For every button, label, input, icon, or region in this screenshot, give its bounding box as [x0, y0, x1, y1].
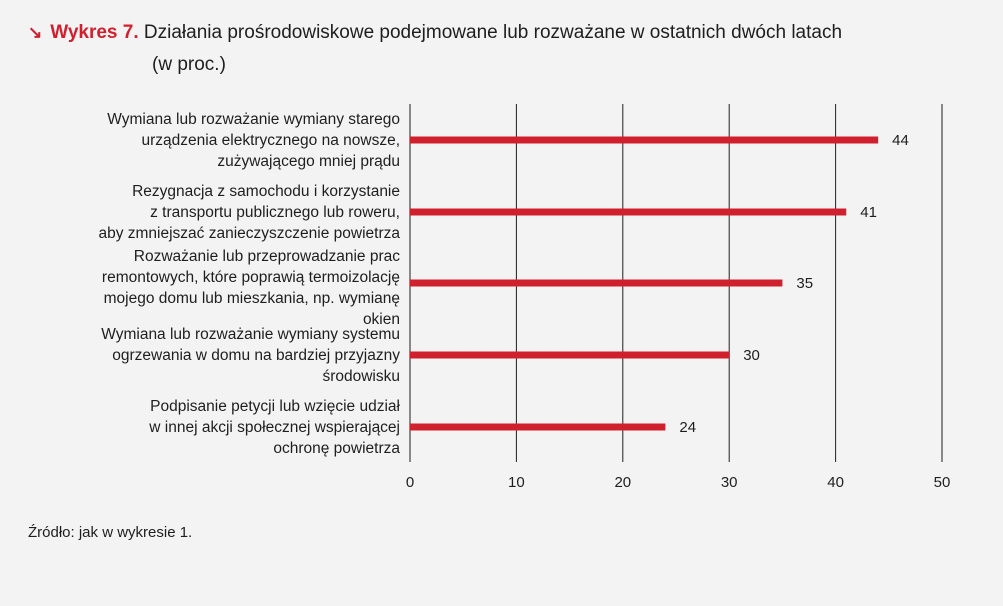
bar: [410, 279, 783, 287]
category-label: aby zmniejszać zanieczyszczenie powietrz…: [98, 225, 400, 242]
category-label: mojego domu lub mieszkania, np. wymianę: [104, 290, 400, 307]
x-tick-label: 40: [827, 474, 844, 491]
chart-title: ↘ Wykres 7. Działania prośrodowiskowe pod…: [28, 20, 988, 78]
category-label: Wymiana lub rozważanie wymiany starego: [107, 111, 400, 128]
category-label: Rezygnacja z samochodu i korzystanie: [132, 183, 400, 200]
chart-title-text: Działania prośrodowiskowe podejmowane lu…: [143, 22, 843, 43]
category-label: w innej akcji społecznej wspierającej: [148, 419, 400, 436]
bar: [410, 351, 730, 359]
category-label: urządzenia elektrycznego na nowsze,: [142, 132, 400, 149]
category-label: środowisku: [322, 368, 400, 385]
category-label: Wymiana lub rozważanie wymiany systemu: [101, 326, 400, 343]
x-tick-label: 50: [934, 474, 951, 491]
bar: [410, 423, 666, 431]
bar: [410, 136, 879, 144]
category-label: okien: [363, 311, 400, 328]
chart-number: Wykres 7.: [50, 22, 139, 43]
data-label: 24: [679, 419, 696, 436]
x-tick-label: 10: [508, 474, 525, 491]
data-label: 44: [892, 132, 909, 149]
source-note: Źródło: jak w wykresie 1.: [28, 524, 193, 541]
arrow-down-right-icon: ↘: [28, 23, 43, 42]
bar: [410, 208, 847, 216]
category-label: Podpisanie petycji lub wzięcie udział: [150, 398, 400, 415]
data-label: 30: [743, 347, 760, 364]
x-tick-label: 0: [406, 474, 414, 491]
category-label: ogrzewania w domu na bardziej przyjazny: [112, 347, 400, 364]
x-tick-label: 30: [721, 474, 738, 491]
chart-title-unit: (w proc.): [152, 54, 226, 75]
category-label: zużywającego mniej prądu: [217, 153, 400, 170]
category-label: Rozważanie lub przeprowadzanie prac: [134, 248, 400, 265]
data-label: 35: [796, 275, 813, 292]
category-label: remontowych, które poprawią termoizolacj…: [102, 269, 400, 286]
data-label: 41: [860, 204, 877, 221]
x-tick-label: 20: [614, 474, 631, 491]
category-label: ochronę powietrza: [273, 440, 400, 457]
category-label: z transportu publicznego lub roweru,: [150, 204, 400, 221]
